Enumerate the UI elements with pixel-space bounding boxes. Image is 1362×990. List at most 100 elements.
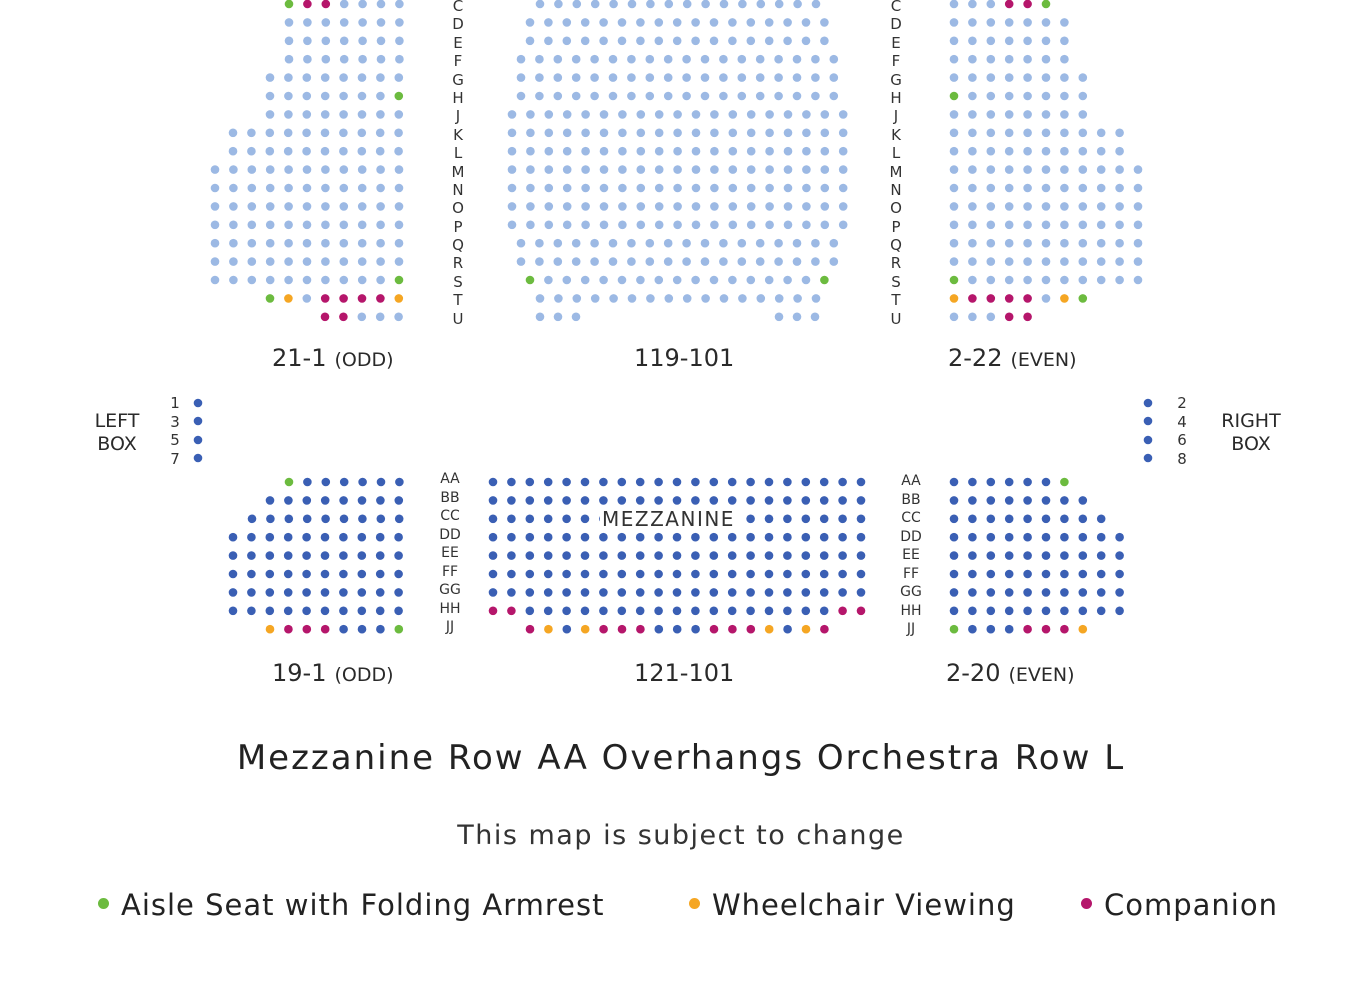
seat[interactable] — [1023, 183, 1032, 193]
seat[interactable] — [645, 54, 655, 64]
seat[interactable] — [1133, 202, 1143, 211]
seat[interactable] — [617, 551, 627, 560]
seat[interactable] — [1115, 606, 1124, 616]
seat[interactable] — [709, 18, 719, 27]
seat[interactable] — [949, 110, 959, 119]
seat[interactable] — [727, 551, 737, 560]
companion-seat[interactable] — [320, 294, 330, 303]
seat[interactable] — [1078, 146, 1088, 156]
seat[interactable] — [746, 606, 755, 616]
seat[interactable] — [838, 569, 847, 579]
seat[interactable] — [986, 551, 996, 560]
seat[interactable] — [774, 257, 783, 266]
seat[interactable] — [376, 477, 386, 487]
seat[interactable] — [357, 110, 367, 119]
seat[interactable] — [783, 220, 793, 230]
seat[interactable] — [856, 551, 866, 560]
seat[interactable] — [968, 588, 977, 597]
seat[interactable] — [819, 477, 829, 487]
seat[interactable] — [526, 110, 535, 119]
seat[interactable] — [654, 128, 664, 138]
seat[interactable] — [283, 532, 293, 542]
seat[interactable] — [654, 165, 664, 174]
seat[interactable] — [283, 146, 293, 156]
companion-seat[interactable] — [1004, 312, 1014, 322]
seat[interactable] — [247, 183, 257, 193]
seat[interactable] — [599, 165, 609, 174]
companion-seat[interactable] — [357, 294, 367, 303]
seat[interactable] — [829, 238, 839, 248]
seat[interactable] — [210, 275, 220, 285]
seat[interactable] — [228, 532, 238, 542]
seat[interactable] — [284, 496, 293, 505]
seat[interactable] — [968, 202, 977, 211]
seat[interactable] — [525, 496, 535, 505]
seat[interactable] — [709, 551, 719, 560]
seat[interactable] — [673, 128, 682, 138]
seat[interactable] — [580, 588, 590, 597]
seat[interactable] — [1041, 73, 1051, 82]
seat[interactable] — [764, 588, 774, 597]
seat[interactable] — [229, 238, 238, 248]
seat[interactable] — [728, 275, 737, 285]
seat[interactable] — [710, 220, 719, 230]
seat[interactable] — [709, 532, 719, 542]
seat[interactable] — [645, 73, 655, 82]
seat[interactable] — [820, 202, 830, 211]
seat[interactable] — [618, 220, 627, 230]
seat[interactable] — [783, 514, 792, 524]
seat[interactable] — [986, 110, 996, 119]
seat[interactable] — [1060, 514, 1069, 524]
seat[interactable] — [792, 54, 802, 64]
seat[interactable] — [1115, 165, 1124, 174]
seat[interactable] — [283, 551, 293, 560]
seat[interactable] — [303, 18, 312, 27]
seat[interactable] — [1060, 275, 1069, 285]
seat[interactable] — [1060, 569, 1069, 579]
seat[interactable] — [228, 128, 238, 138]
seat[interactable] — [691, 183, 701, 193]
seat[interactable] — [986, 588, 996, 597]
seat[interactable] — [1004, 128, 1014, 138]
seat[interactable] — [691, 477, 700, 487]
seat[interactable] — [507, 110, 517, 119]
companion-seat[interactable] — [1023, 0, 1032, 9]
seat[interactable] — [801, 606, 811, 616]
seat[interactable] — [1041, 220, 1051, 230]
seat[interactable] — [507, 551, 516, 560]
seat[interactable] — [719, 294, 729, 303]
seat[interactable] — [1041, 257, 1051, 266]
seat[interactable] — [1078, 551, 1088, 560]
seat[interactable] — [783, 165, 793, 174]
seat[interactable] — [599, 496, 608, 505]
seat[interactable] — [672, 275, 682, 285]
seat[interactable] — [819, 532, 829, 542]
seat[interactable] — [525, 532, 535, 542]
seat[interactable] — [783, 36, 792, 46]
seat[interactable] — [488, 588, 498, 597]
seat[interactable] — [635, 588, 645, 597]
seat[interactable] — [339, 514, 349, 524]
seat[interactable] — [543, 477, 553, 487]
seat[interactable] — [1004, 496, 1014, 505]
seat[interactable] — [654, 220, 664, 230]
seat[interactable] — [580, 514, 590, 524]
seat[interactable] — [394, 146, 403, 156]
seat[interactable] — [719, 257, 728, 266]
seat[interactable] — [1060, 588, 1069, 597]
seat[interactable] — [811, 54, 820, 64]
seat[interactable] — [728, 110, 738, 119]
seat[interactable] — [394, 73, 404, 82]
seat[interactable] — [339, 36, 349, 46]
seat[interactable] — [284, 238, 293, 248]
seat[interactable] — [375, 146, 385, 156]
seat[interactable] — [1096, 202, 1106, 211]
seat[interactable] — [562, 275, 572, 285]
seat[interactable] — [949, 532, 959, 542]
seat[interactable] — [339, 73, 348, 82]
seat[interactable] — [1023, 220, 1032, 230]
seat[interactable] — [1078, 183, 1088, 193]
wheelchair-seat[interactable] — [544, 624, 553, 634]
seat[interactable] — [572, 0, 582, 9]
seat[interactable] — [284, 165, 293, 174]
